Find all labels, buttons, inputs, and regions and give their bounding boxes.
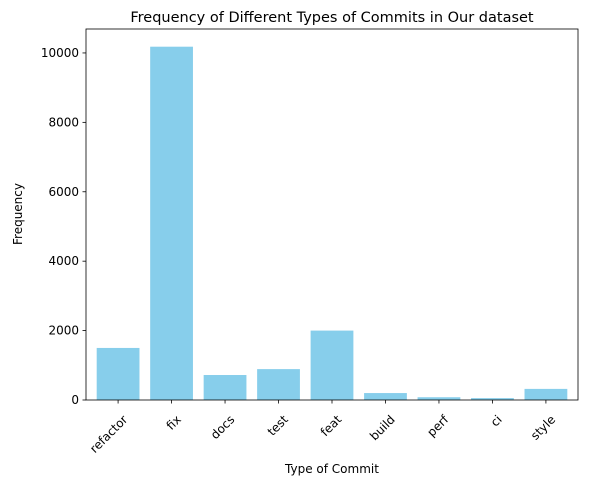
bar-ci <box>471 398 514 400</box>
bar-fix <box>150 46 193 401</box>
y-axis-label: Frequency <box>11 183 25 245</box>
bar-docs <box>203 375 247 400</box>
chart-title: Frequency of Different Types of Commits … <box>130 10 534 26</box>
bar-build <box>364 393 407 400</box>
x-tick-label-ci: ci <box>488 412 505 429</box>
bar-style <box>524 388 568 400</box>
y-tick-label-8000: 8000 <box>48 115 79 129</box>
bar-perf <box>417 397 461 400</box>
y-tick-label-4000: 4000 <box>48 254 79 268</box>
y-tick-label-0: 0 <box>71 393 79 407</box>
bar-feat <box>310 330 354 400</box>
x-axis: refactor fix docs test feat build perf ci style <box>87 400 558 456</box>
bars-group <box>96 46 568 401</box>
y-axis: 0 2000 4000 6000 8000 10000 <box>41 46 86 407</box>
y-tick-label-2000: 2000 <box>48 324 79 338</box>
bar-refactor <box>96 347 140 400</box>
x-tick-label-fix: fix <box>164 412 184 432</box>
plot-frame <box>85 28 579 401</box>
x-tick-label-style: style <box>528 412 558 442</box>
y-tick-label-10000: 10000 <box>41 46 79 60</box>
x-axis-label: Type of Commit <box>284 462 379 476</box>
x-tick-label-build: build <box>367 412 398 443</box>
x-tick-label-test: test <box>265 412 291 438</box>
x-tick-label-perf: perf <box>424 412 452 440</box>
bar-test <box>257 369 300 400</box>
x-tick-label-feat: feat <box>318 412 345 439</box>
x-tick-label-docs: docs <box>208 412 238 442</box>
y-tick-label-6000: 6000 <box>48 185 79 199</box>
x-tick-label-refactor: refactor <box>87 412 130 455</box>
